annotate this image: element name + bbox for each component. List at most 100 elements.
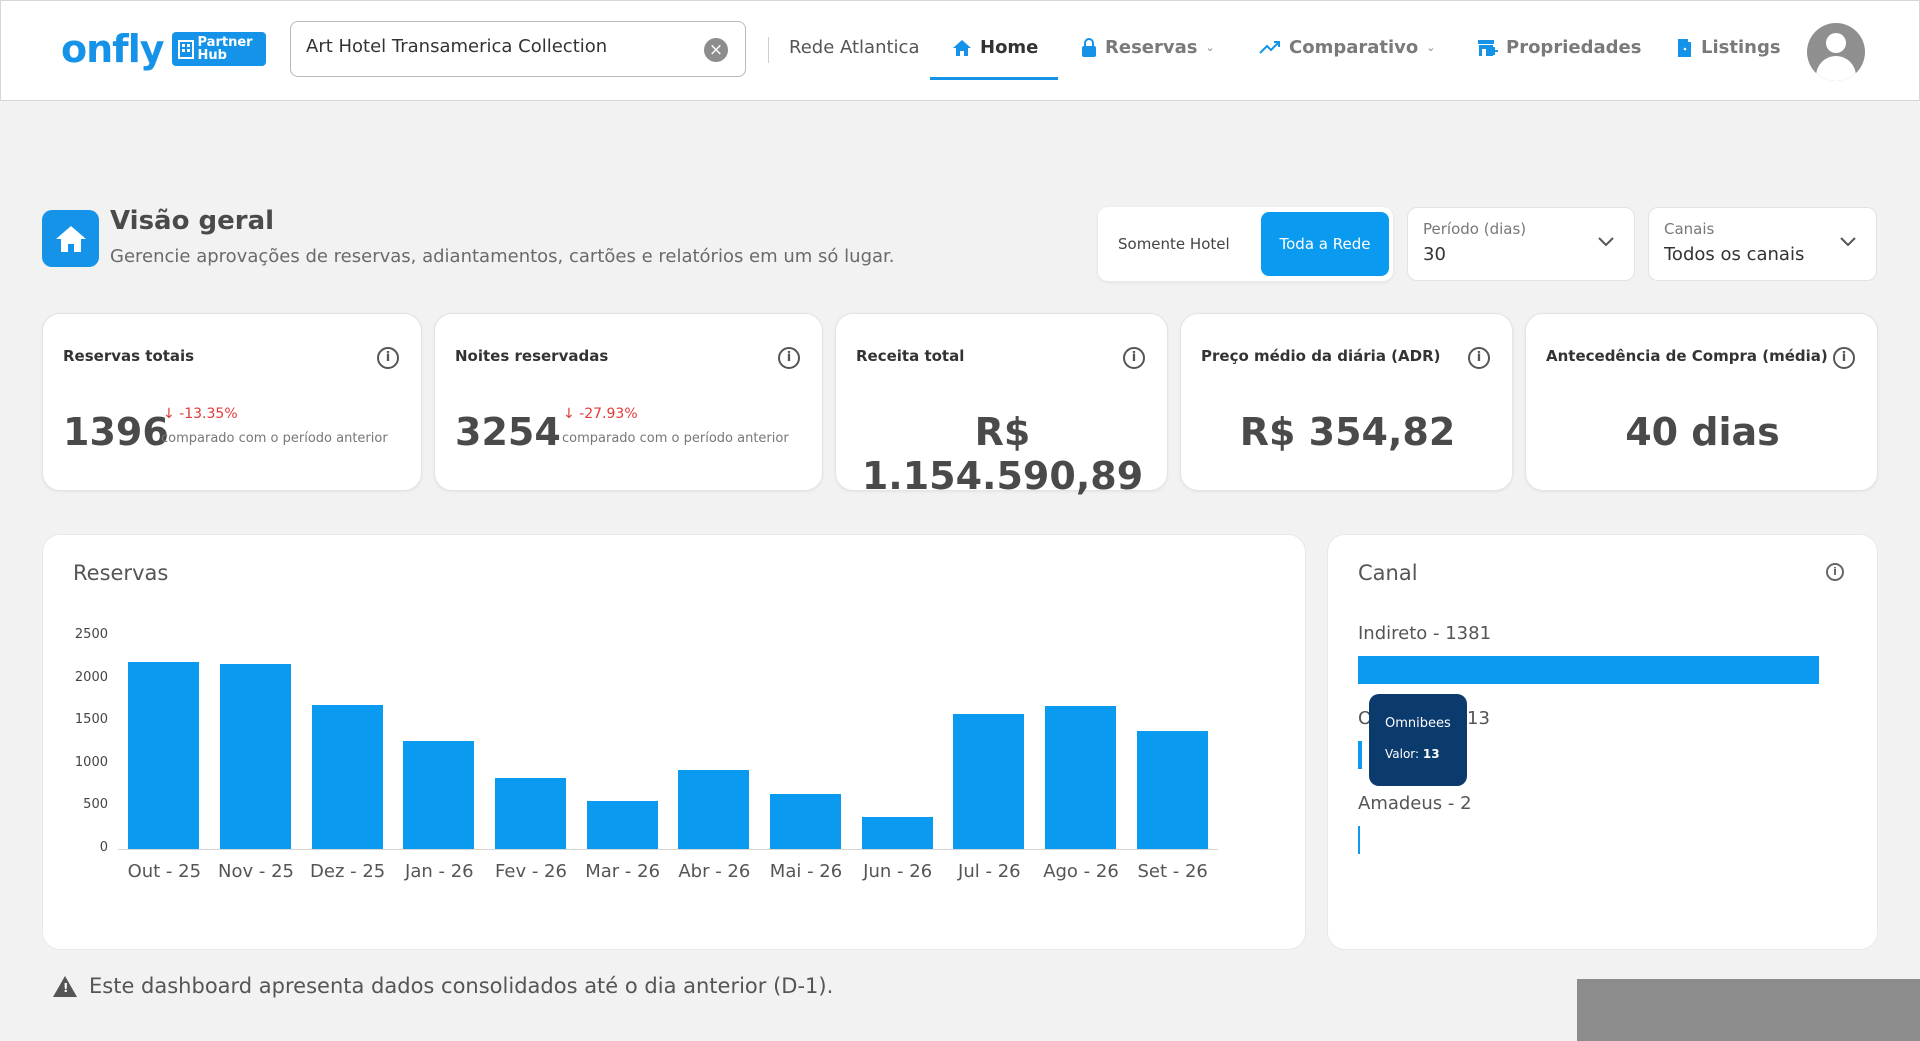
logo-text: onfly: [61, 27, 164, 71]
x-tick-label: Set - 26: [1137, 861, 1208, 882]
bar-mar-26[interactable]: [586, 801, 658, 849]
toggle-toda-rede[interactable]: Toda a Rede: [1261, 212, 1389, 276]
canal-label: Indireto - 1381: [1358, 623, 1492, 644]
nav-propriedades-label: Propriedades: [1506, 37, 1642, 58]
chevron-down-icon: ⌄: [1205, 41, 1215, 54]
nav-home-label: Home: [980, 37, 1039, 58]
nav-reservas[interactable]: Reservas ⌄: [1081, 37, 1215, 58]
building-icon: [177, 40, 194, 59]
reservas-panel: Reservas 0 500 1000 1500 2000 2500 Out - 25 Nov…: [42, 534, 1306, 950]
x-tick-label: Dez - 25: [310, 861, 386, 882]
logo[interactable]: onfly Partner Hub: [61, 27, 266, 71]
overlay-block: [1577, 979, 1920, 1041]
info-icon[interactable]: i: [1833, 347, 1855, 369]
tooltip-value-number: 13: [1422, 747, 1440, 761]
kpi-value: 40 dias: [1625, 410, 1780, 454]
avatar-head: [1826, 33, 1846, 53]
tooltip-value-label: Valor:: [1385, 747, 1420, 761]
canal-label: Amadeus - 2: [1358, 793, 1472, 814]
page-subtitle: Gerencie aprovações de reservas, adianta…: [110, 246, 895, 267]
info-icon[interactable]: i: [1826, 563, 1844, 581]
y-tick-label: 500: [83, 797, 108, 813]
hotel-search: ×: [290, 21, 746, 77]
nav-listings[interactable]: Listings: [1677, 37, 1781, 58]
bar-fev-26[interactable]: [495, 778, 566, 849]
bar-jun-26[interactable]: [861, 816, 933, 849]
kpi-card-antecedencia: Antecedência de Compra (média) i 40 dias: [1525, 313, 1878, 491]
x-tick-label: Mar - 26: [585, 861, 661, 882]
kpi-value: R$ 1.154.590,89: [861, 410, 1144, 498]
x-tick-label: Mai - 26: [769, 861, 843, 882]
toggle-somente-hotel[interactable]: Somente Hotel: [1118, 235, 1230, 253]
kpi-title: Receita total: [856, 347, 965, 365]
page-title: Visão geral: [110, 206, 275, 236]
trending-up-icon: [1259, 40, 1280, 54]
warning-icon: !: [53, 975, 77, 997]
kpi-title: Antecedência de Compra (média): [1546, 347, 1828, 365]
chart-tooltip: Omnibees Valor: 13: [1369, 694, 1467, 786]
nav-home[interactable]: Home: [952, 37, 1038, 58]
bar-dez-25[interactable]: [311, 705, 383, 849]
tooltip-value: Valor: 13: [1385, 747, 1440, 761]
bar-set-26[interactable]: [1136, 731, 1208, 849]
nav-comparativo[interactable]: Comparativo ⌄: [1259, 37, 1435, 58]
clear-search-icon[interactable]: ×: [704, 38, 728, 62]
kpi-card-adr: Preço médio da diária (ADR) i R$ 354,82: [1180, 313, 1513, 491]
store-icon: [1478, 39, 1498, 56]
kpi-compare-text: comparado com o período anterior: [161, 431, 388, 446]
partner-hub-badge: Partner Hub: [171, 32, 266, 66]
x-axis-line: [118, 849, 1218, 850]
user-avatar[interactable]: [1807, 23, 1865, 81]
kpi-card-reservas-totais: Reservas totais i 1396 ↓ -13.35% compara…: [42, 313, 422, 491]
period-select[interactable]: Período (dias) 30: [1407, 207, 1635, 281]
info-icon[interactable]: i: [377, 347, 399, 369]
kpi-card-receita-total: Receita total i R$ 1.154.590,89: [835, 313, 1168, 498]
channels-select[interactable]: Canais Todos os canais: [1648, 207, 1877, 281]
reservas-title: Reservas: [73, 561, 169, 585]
footer-note-text: Este dashboard apresenta dados consolida…: [89, 974, 834, 998]
network-name[interactable]: Rede Atlantica: [789, 37, 920, 58]
info-icon[interactable]: i: [778, 347, 800, 369]
kpi-title: Reservas totais: [63, 347, 195, 365]
x-tick-label: Ago - 26: [1043, 861, 1119, 882]
bar-jan-26[interactable]: [403, 740, 475, 849]
y-tick-label: 1500: [74, 712, 108, 728]
x-tick-label: Fev - 26: [495, 861, 567, 882]
kpi-value: 3254: [455, 410, 561, 454]
kpi-delta-value: -27.93%: [579, 406, 638, 422]
bar-nov-25[interactable]: [220, 664, 291, 849]
kpi-title: Noites reservadas: [455, 347, 609, 365]
footer-note: ! Este dashboard apresenta dados consoli…: [53, 974, 833, 998]
canal-bar[interactable]: [1358, 741, 1363, 769]
chevron-down-icon: ⌄: [1426, 41, 1436, 54]
x-tick-label: Nov - 25: [218, 861, 294, 882]
bar-out-25[interactable]: [128, 662, 200, 849]
kpi-delta: ↓ -27.93%: [563, 406, 638, 422]
nav-active-indicator: [930, 77, 1058, 80]
chevron-down-icon: [1840, 228, 1856, 253]
chevron-down-icon: [1598, 228, 1614, 253]
nav-propriedades[interactable]: Propriedades: [1476, 37, 1641, 58]
info-icon[interactable]: i: [1468, 347, 1490, 369]
info-icon[interactable]: i: [1123, 347, 1145, 369]
top-bar: onfly Partner Hub × Rede Atlantica Home …: [0, 0, 1920, 101]
kpi-compare-text: comparado com o período anterior: [562, 431, 789, 446]
tooltip-name: Omnibees: [1385, 716, 1451, 731]
y-tick-label: 2500: [74, 627, 108, 642]
x-tick-label: Jul - 26: [958, 861, 1021, 882]
scope-toggle: Somente Hotel Toda a Rede: [1098, 207, 1393, 281]
kpi-title: Preço médio da diária (ADR): [1201, 347, 1441, 365]
hotel-search-input[interactable]: [306, 36, 686, 57]
bar-jul-26[interactable]: [953, 714, 1025, 849]
period-value: 30: [1423, 244, 1446, 265]
x-tick-label: Out - 25: [127, 861, 202, 882]
canal-bar[interactable]: [1358, 826, 1360, 854]
canal-bar[interactable]: [1358, 656, 1819, 684]
bar-abr-26[interactable]: [678, 769, 750, 849]
y-tick-label: 2000: [74, 669, 108, 685]
bar-ago-26[interactable]: [1045, 705, 1116, 849]
nav-listings-label: Listings: [1701, 37, 1781, 58]
lock-icon: [1082, 37, 1096, 57]
nav-comparativo-label: Comparativo: [1289, 37, 1419, 58]
bar-mai-26[interactable]: [770, 793, 841, 849]
